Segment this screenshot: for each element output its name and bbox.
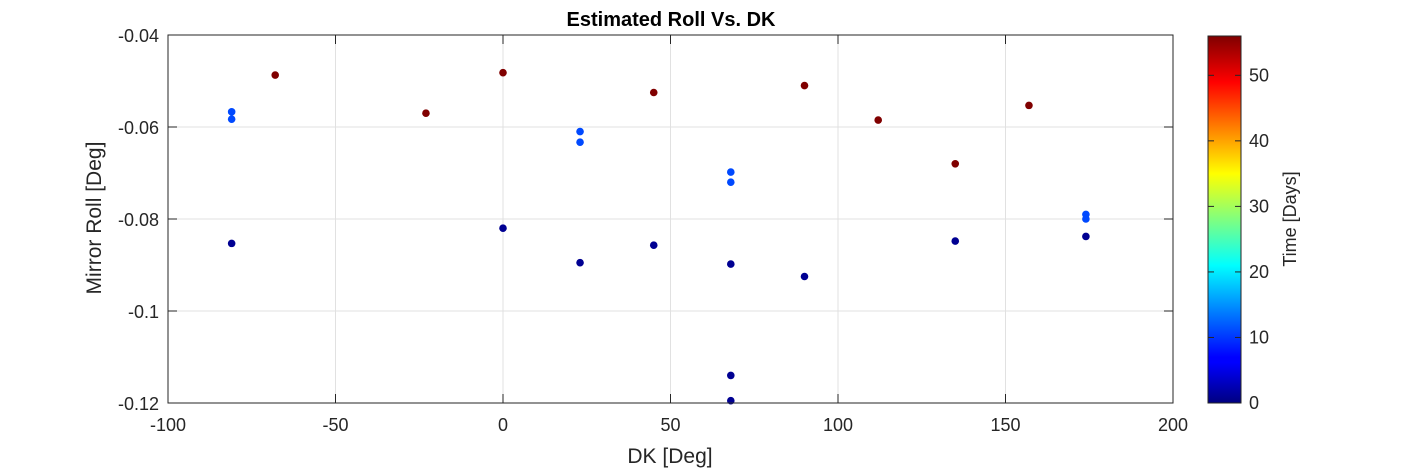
x-tick-label: 150 xyxy=(990,415,1020,435)
colorbar-tick-label: 10 xyxy=(1249,327,1269,347)
data-points xyxy=(227,68,1090,405)
data-point xyxy=(951,237,960,245)
data-point xyxy=(951,160,960,168)
x-tick-label: 200 xyxy=(1158,415,1188,435)
y-tick-label: -0.1 xyxy=(128,302,159,322)
y-axis-label: Mirror Roll [Deg] xyxy=(83,142,106,295)
colorbar-label: Time [Days] xyxy=(1280,171,1300,266)
colorbar-ticks: 0 10 20 30 40 50 xyxy=(1208,65,1269,413)
data-point xyxy=(227,108,236,116)
data-point xyxy=(649,88,658,97)
x-tick-label: 0 xyxy=(498,415,508,435)
data-point xyxy=(576,127,584,136)
data-point xyxy=(727,260,735,268)
data-point xyxy=(1025,101,1033,110)
x-tick-label: -50 xyxy=(322,415,348,435)
x-axis-label: DK [Deg] xyxy=(627,445,712,468)
data-point xyxy=(227,239,236,248)
y-tick-label: -0.04 xyxy=(118,26,159,46)
chart-title: Estimated Roll Vs. DK xyxy=(567,9,776,31)
x-tick-label: 50 xyxy=(660,415,680,435)
x-tick-label: 100 xyxy=(823,415,853,435)
data-point xyxy=(727,168,735,176)
data-point xyxy=(1082,215,1090,223)
data-point xyxy=(499,224,507,232)
data-point xyxy=(1082,232,1090,241)
y-tick-label: -0.08 xyxy=(118,210,159,230)
data-point xyxy=(227,115,236,123)
data-point xyxy=(576,138,584,146)
colorbar-tick-label: 20 xyxy=(1249,262,1269,282)
colorbar-tick-label: 0 xyxy=(1249,393,1259,413)
x-tick-label: -100 xyxy=(150,415,186,435)
y-tick-label: -0.12 xyxy=(118,394,159,414)
data-point xyxy=(576,258,584,267)
colorbar xyxy=(1207,35,1242,404)
colorbar-tick-label: 40 xyxy=(1249,131,1269,151)
colorbar-tick-label: 30 xyxy=(1249,196,1269,216)
data-point xyxy=(499,68,507,77)
data-point xyxy=(800,272,809,281)
data-point xyxy=(800,81,809,90)
data-point xyxy=(874,116,882,124)
x-axis-ticks: -100 -50 0 50 100 150 200 xyxy=(150,35,1188,435)
data-point xyxy=(727,371,735,380)
data-point xyxy=(649,241,658,250)
data-point xyxy=(422,109,430,117)
y-tick-label: -0.06 xyxy=(118,118,159,138)
data-point xyxy=(271,71,280,79)
colorbar-tick-label: 50 xyxy=(1249,65,1269,85)
data-point xyxy=(727,178,735,186)
y-axis-ticks: -0.12 -0.1 -0.08 -0.06 -0.04 xyxy=(118,26,1173,414)
